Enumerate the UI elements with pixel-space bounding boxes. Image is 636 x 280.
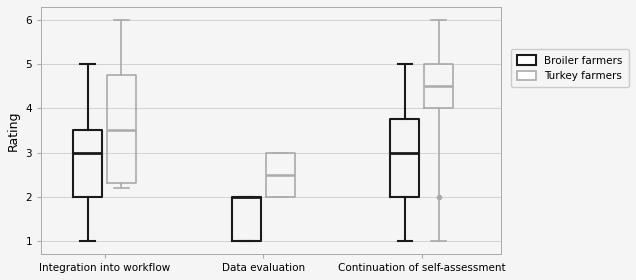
Y-axis label: Rating: Rating [7,110,20,151]
Legend: Broiler farmers, Turkey farmers: Broiler farmers, Turkey farmers [511,49,629,87]
